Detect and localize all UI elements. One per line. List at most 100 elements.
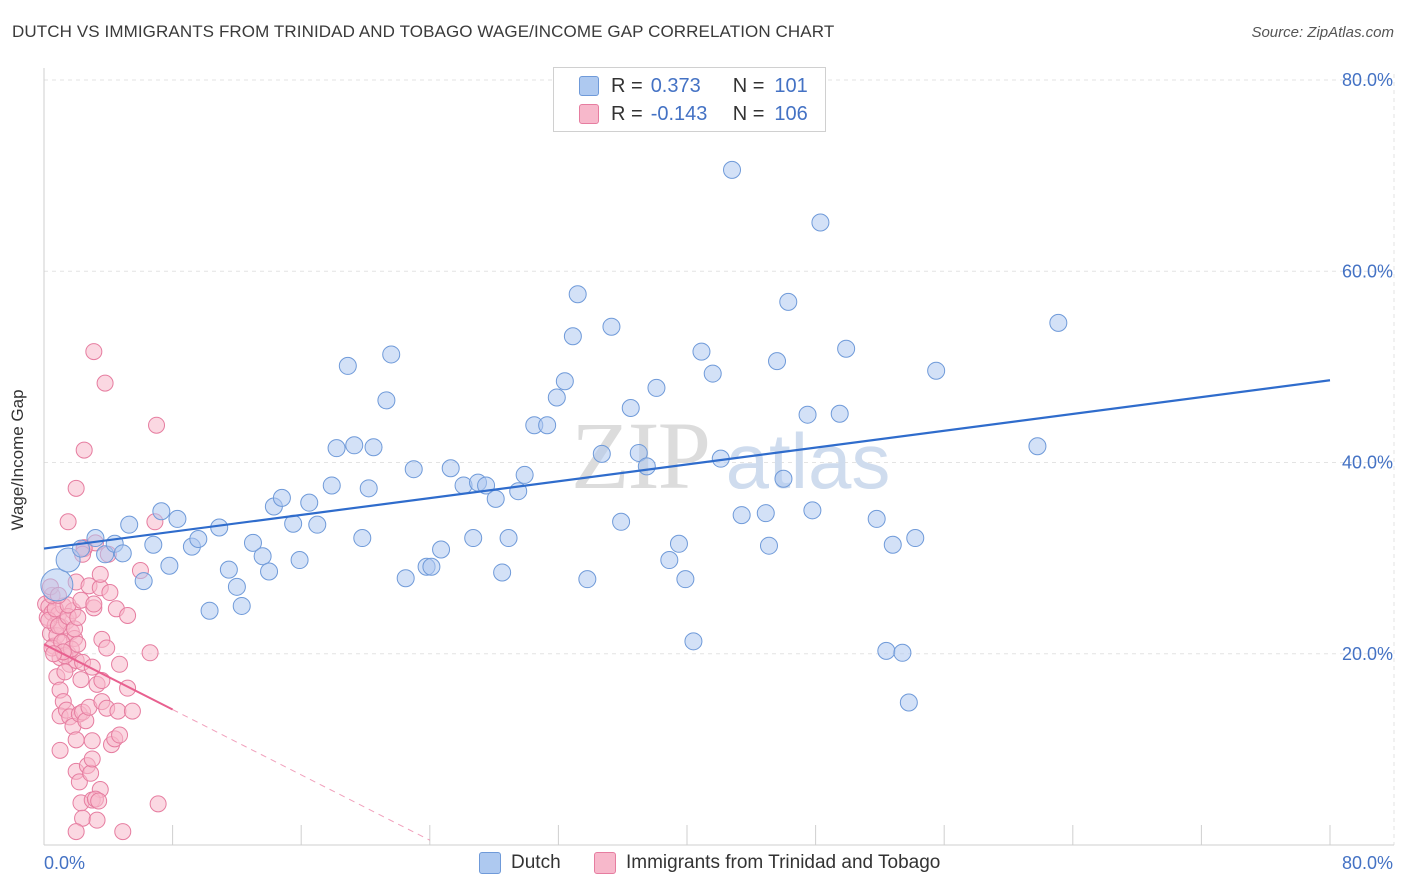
tt-point (119, 607, 137, 624)
tt-point (59, 513, 77, 531)
dutch-point (883, 535, 902, 554)
dutch-point (152, 502, 171, 521)
tt-point (119, 679, 137, 697)
legend-n-value: 106 (774, 102, 808, 125)
tt-trend-line-extension (172, 709, 431, 841)
dutch-point (555, 372, 574, 391)
dutch-point (210, 518, 229, 537)
dutch-point (345, 436, 364, 455)
dutch-point (612, 512, 631, 531)
dutch-point (219, 560, 238, 579)
legend-label-dutch: Dutch (511, 852, 561, 873)
tt-point (90, 792, 108, 810)
legend-r-value: 0.373 (650, 74, 701, 97)
dutch-point (493, 563, 512, 582)
dutch-point (703, 364, 722, 383)
dutch-point (830, 404, 849, 423)
dutch-point (768, 352, 787, 371)
dutch-point (338, 356, 357, 375)
dutch-point (723, 160, 742, 179)
tt-point (109, 702, 127, 720)
dutch-point (382, 345, 401, 364)
dutch-point (798, 405, 817, 424)
dutch-point (113, 544, 132, 563)
dutch-point (877, 641, 896, 660)
dutch-point (227, 577, 246, 596)
dutch-point (629, 443, 648, 462)
dutch-point (200, 601, 219, 620)
tt-point (96, 374, 114, 392)
tt-point (67, 823, 85, 841)
dutch-point (168, 509, 187, 528)
dutch-point (1028, 437, 1047, 456)
tt-point (83, 658, 101, 676)
dutch-trend-line (43, 379, 1331, 550)
dutch-point (160, 556, 179, 575)
tt-trend-line (43, 643, 174, 711)
dutch-point (120, 515, 139, 534)
dutch-point (290, 551, 309, 570)
dutch-point (899, 693, 918, 712)
tt-point (93, 672, 111, 690)
dutch-point (40, 568, 74, 602)
tt-point (88, 811, 106, 829)
dutch-point (592, 444, 611, 463)
series-immigrants-trinidad-tobago (37, 343, 167, 841)
dutch-point (464, 529, 483, 548)
tt-point (123, 702, 141, 720)
tt-swatch (579, 104, 599, 124)
dutch-point (272, 488, 291, 507)
dutch-point (232, 596, 251, 615)
y-tick-label: 40.0% (1342, 453, 1393, 473)
dutch-point (732, 506, 751, 525)
legend-item-tt: Immigrants from Trinidad and Tobago (594, 852, 940, 874)
dutch-point (327, 439, 346, 458)
tt-point (148, 416, 166, 434)
dutch-point (253, 547, 272, 566)
dutch-point (243, 533, 262, 552)
tt-legend-swatch (594, 852, 616, 874)
dutch-point (563, 327, 582, 346)
tt-point (83, 750, 101, 768)
dutch-legend-swatch (479, 852, 501, 874)
dutch-point (538, 416, 557, 435)
tt-point (101, 584, 119, 602)
dutch-point (86, 529, 105, 548)
y-tick-label: 20.0% (1342, 644, 1393, 664)
dutch-point (441, 459, 460, 478)
dutch-point (621, 398, 640, 417)
tt-point (67, 731, 85, 749)
tt-point (70, 773, 88, 791)
dutch-point (422, 557, 441, 576)
tt-point (111, 726, 129, 744)
legend-r-value: -0.143 (650, 102, 708, 125)
chart-title: DUTCH VS IMMIGRANTS FROM TRINIDAD AND TO… (12, 22, 835, 41)
series-dutch (40, 160, 1068, 712)
legend-item-dutch: Dutch (479, 852, 561, 874)
dutch-point (486, 489, 505, 508)
dutch-point (144, 535, 163, 554)
x-tick-label: 80.0% (1342, 853, 1393, 873)
tt-point (149, 795, 167, 813)
series-legend: Dutch Immigrants from Trinidad and Tobag… (0, 852, 1406, 878)
correlation-legend: R = 0.373 N = 101 R = -0.143 N = 106 (553, 67, 826, 132)
dutch-point (260, 562, 279, 581)
tick-labels: 20.0% 40.0% 60.0% 80.0% 0.0% 80.0% (44, 70, 1393, 873)
dutch-point (547, 388, 566, 407)
tt-point (98, 639, 116, 657)
tt-point (111, 655, 129, 673)
legend-r-label: R = (611, 102, 643, 125)
dutch-point (364, 438, 383, 457)
legend-n-label: N = (732, 102, 765, 125)
dutch-point (774, 469, 793, 488)
dutch-point (189, 530, 208, 548)
dutch-point (684, 632, 703, 651)
tt-point (51, 741, 69, 759)
tt-point (69, 635, 87, 653)
dutch-point (779, 292, 798, 311)
dutch-point (515, 465, 534, 484)
dutch-point (300, 493, 319, 512)
dutch-point (759, 536, 778, 555)
tt-point (91, 565, 109, 583)
axes (43, 68, 1394, 846)
